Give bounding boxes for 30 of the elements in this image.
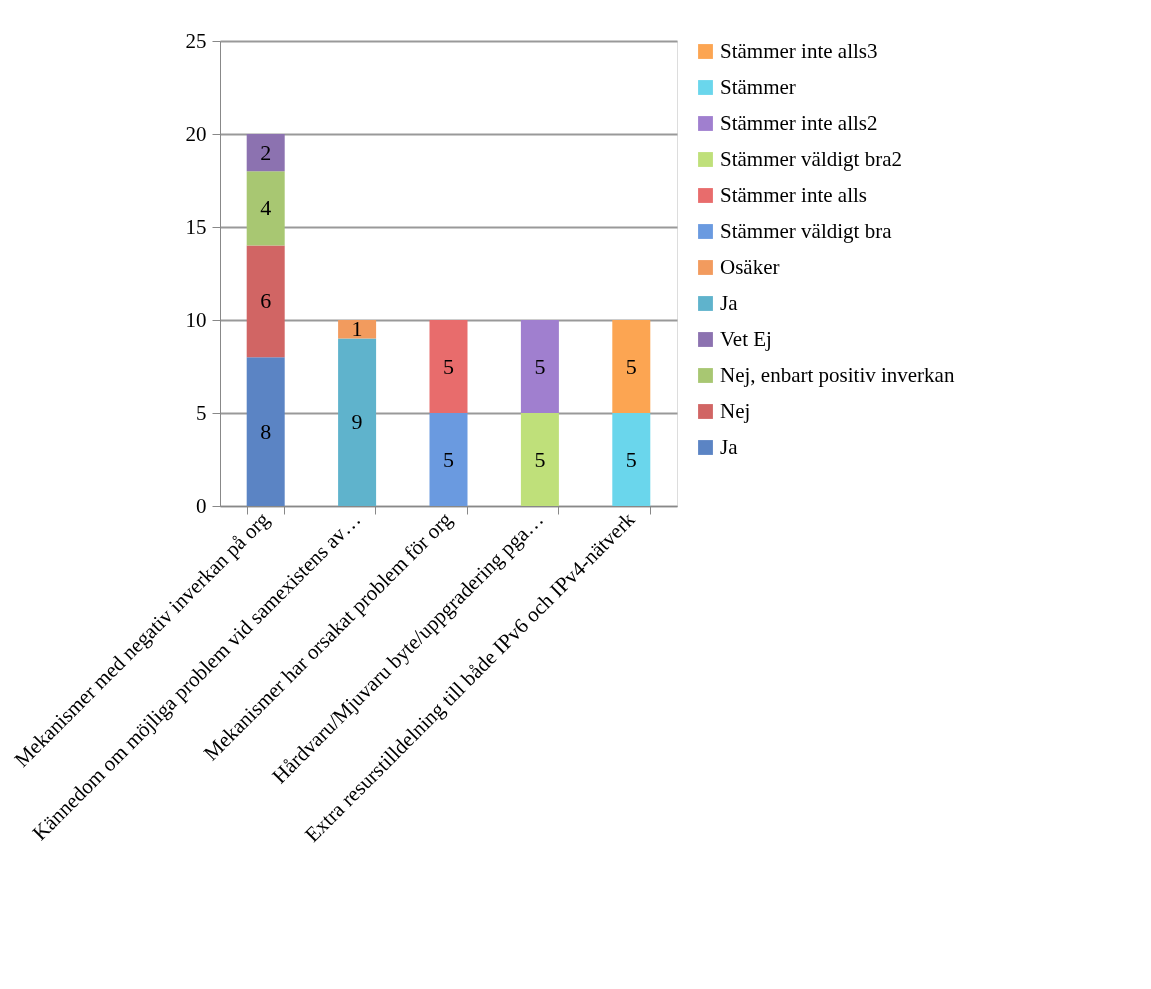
y-tick-label: 10 [185, 307, 207, 332]
legend-label: Stämmer väldigt bra2 [720, 146, 902, 171]
y-tick-label: 5 [196, 400, 207, 425]
data-label: 1 [351, 316, 363, 342]
legend-label: Stämmer väldigt bra [720, 218, 893, 243]
data-label: 5 [534, 353, 546, 379]
data-label: 4 [260, 195, 272, 221]
legend-label: Stämmer inte alls [720, 182, 867, 207]
data-label: 5 [443, 353, 454, 379]
data-label: 6 [260, 288, 272, 314]
y-tick-label: 20 [185, 121, 207, 146]
data-label: 8 [260, 418, 272, 444]
data-label: 2 [260, 139, 272, 165]
data-label: 9 [351, 409, 363, 435]
y-tick-label: 25 [185, 28, 207, 53]
legend-label: Stämmer [720, 74, 796, 99]
y-tick-label: 0 [196, 493, 207, 518]
legend-label: Ja [720, 290, 739, 315]
data-label: 5 [625, 353, 637, 379]
legend-label: Stämmer inte alls3 [720, 38, 878, 63]
legend-label: Nej [720, 398, 751, 423]
data-label: 5 [443, 446, 454, 472]
y-tick-label: 15 [185, 214, 207, 239]
data-label: 5 [625, 446, 637, 472]
legend-label: Ja [720, 434, 739, 459]
legend-label: Osäker [720, 254, 780, 279]
legend-label: Nej, enbart positiv inverkan [720, 362, 955, 387]
data-label: 5 [534, 446, 546, 472]
legend-label: Vet Ej [720, 326, 772, 351]
legend-label: Stämmer inte alls2 [720, 110, 878, 135]
